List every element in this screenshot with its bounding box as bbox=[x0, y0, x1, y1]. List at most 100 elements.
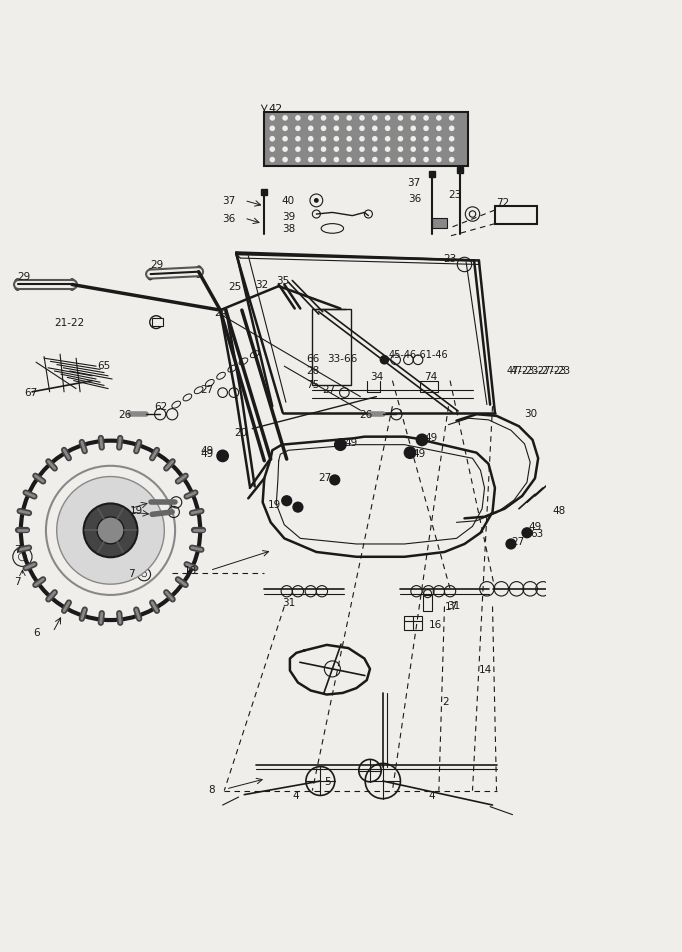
Text: 29: 29 bbox=[18, 272, 31, 282]
Circle shape bbox=[282, 137, 288, 143]
Bar bbox=[420, 381, 438, 392]
Circle shape bbox=[415, 434, 428, 446]
Circle shape bbox=[329, 475, 340, 486]
Circle shape bbox=[449, 127, 454, 132]
Text: 42: 42 bbox=[268, 104, 282, 114]
Circle shape bbox=[411, 116, 416, 122]
Circle shape bbox=[398, 148, 403, 152]
Ellipse shape bbox=[14, 280, 21, 290]
Text: 2: 2 bbox=[442, 696, 449, 706]
Circle shape bbox=[333, 158, 339, 163]
Text: 65: 65 bbox=[98, 360, 111, 370]
Circle shape bbox=[269, 127, 275, 132]
Circle shape bbox=[359, 148, 365, 152]
Text: 48: 48 bbox=[552, 506, 566, 516]
Circle shape bbox=[436, 116, 442, 122]
Circle shape bbox=[295, 148, 301, 152]
Text: 31: 31 bbox=[282, 598, 295, 607]
Text: 7: 7 bbox=[128, 568, 135, 578]
Circle shape bbox=[333, 137, 339, 143]
Text: 23: 23 bbox=[443, 254, 456, 264]
Circle shape bbox=[321, 148, 327, 152]
Circle shape bbox=[424, 148, 429, 152]
Text: 26: 26 bbox=[359, 409, 372, 420]
Circle shape bbox=[404, 446, 417, 460]
Text: 20: 20 bbox=[234, 427, 247, 437]
Circle shape bbox=[346, 116, 352, 122]
Circle shape bbox=[385, 158, 390, 163]
Circle shape bbox=[295, 116, 301, 122]
Text: 27: 27 bbox=[511, 536, 524, 546]
Ellipse shape bbox=[195, 267, 202, 278]
Text: 16: 16 bbox=[428, 620, 442, 629]
Text: 27: 27 bbox=[318, 472, 332, 483]
Text: 40: 40 bbox=[282, 196, 295, 207]
Text: 26: 26 bbox=[119, 409, 132, 420]
Circle shape bbox=[282, 116, 288, 122]
Circle shape bbox=[449, 116, 454, 122]
Circle shape bbox=[398, 137, 403, 143]
Circle shape bbox=[295, 127, 301, 132]
Text: 30: 30 bbox=[524, 408, 537, 418]
Text: 38: 38 bbox=[282, 225, 295, 234]
Circle shape bbox=[372, 137, 378, 143]
Text: 7: 7 bbox=[14, 576, 21, 586]
Text: 24: 24 bbox=[215, 307, 228, 317]
Text: 29: 29 bbox=[151, 259, 164, 269]
Text: 47-23-27-23: 47-23-27-23 bbox=[511, 366, 571, 376]
Circle shape bbox=[411, 137, 416, 143]
Circle shape bbox=[449, 137, 454, 143]
Circle shape bbox=[57, 477, 164, 585]
Circle shape bbox=[359, 137, 365, 143]
Bar bbox=[152, 319, 164, 327]
Text: 27: 27 bbox=[322, 385, 335, 394]
Circle shape bbox=[333, 116, 339, 122]
Text: 28: 28 bbox=[306, 366, 319, 376]
Circle shape bbox=[372, 127, 378, 132]
Text: 49: 49 bbox=[344, 438, 357, 447]
Circle shape bbox=[84, 504, 138, 558]
Circle shape bbox=[321, 137, 327, 143]
Circle shape bbox=[505, 539, 516, 550]
Circle shape bbox=[314, 199, 318, 204]
Circle shape bbox=[333, 127, 339, 132]
Text: 5: 5 bbox=[325, 776, 331, 786]
Circle shape bbox=[333, 148, 339, 152]
Circle shape bbox=[359, 127, 365, 132]
Circle shape bbox=[385, 148, 390, 152]
Text: 19: 19 bbox=[268, 500, 282, 509]
Circle shape bbox=[385, 137, 390, 143]
Circle shape bbox=[308, 127, 314, 132]
Circle shape bbox=[411, 127, 416, 132]
Circle shape bbox=[436, 148, 442, 152]
Text: 35: 35 bbox=[276, 275, 290, 286]
Text: 49: 49 bbox=[201, 448, 213, 458]
Text: 39: 39 bbox=[282, 211, 295, 222]
Bar bbox=[432, 219, 447, 228]
Text: 34: 34 bbox=[370, 371, 383, 382]
Text: 32: 32 bbox=[254, 280, 268, 290]
Text: 62: 62 bbox=[153, 402, 167, 412]
Circle shape bbox=[282, 127, 288, 132]
Text: 49: 49 bbox=[201, 446, 213, 456]
Circle shape bbox=[346, 127, 352, 132]
Circle shape bbox=[269, 148, 275, 152]
Circle shape bbox=[424, 116, 429, 122]
Text: 37: 37 bbox=[407, 178, 420, 188]
Circle shape bbox=[398, 116, 403, 122]
Bar bbox=[495, 207, 537, 225]
Circle shape bbox=[372, 116, 378, 122]
Text: 8: 8 bbox=[208, 784, 215, 794]
Text: 6: 6 bbox=[33, 627, 40, 638]
Circle shape bbox=[411, 158, 416, 163]
Circle shape bbox=[295, 137, 301, 143]
Circle shape bbox=[281, 496, 293, 506]
Circle shape bbox=[424, 127, 429, 132]
Circle shape bbox=[308, 148, 314, 152]
Circle shape bbox=[372, 148, 378, 152]
Circle shape bbox=[372, 158, 378, 163]
Circle shape bbox=[436, 127, 442, 132]
Text: 14: 14 bbox=[479, 664, 492, 674]
Text: 49: 49 bbox=[529, 522, 542, 532]
Circle shape bbox=[424, 158, 429, 163]
